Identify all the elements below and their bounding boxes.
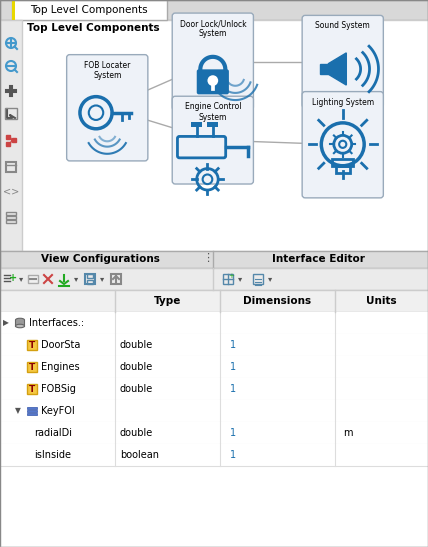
Text: Door Lock/Unlock
System: Door Lock/Unlock System	[179, 19, 246, 38]
Bar	[27, 362, 37, 372]
Bar	[0, 312, 428, 334]
Bar	[6, 162, 16, 172]
Bar	[0, 334, 428, 356]
Circle shape	[89, 106, 103, 120]
Bar	[0, 422, 428, 444]
Bar	[87, 280, 93, 284]
Bar	[12, 138, 16, 142]
Bar	[6, 142, 10, 146]
FancyBboxPatch shape	[197, 69, 229, 94]
Bar	[0, 0, 428, 20]
FancyBboxPatch shape	[172, 13, 253, 110]
Bar	[0, 378, 428, 400]
Bar	[253, 274, 263, 284]
Text: boolean: boolean	[120, 450, 159, 460]
Text: m: m	[343, 428, 353, 438]
Bar	[6, 135, 10, 139]
Text: Top Level Components: Top Level Components	[30, 5, 148, 15]
Bar	[0, 290, 428, 312]
Text: 1: 1	[230, 384, 236, 394]
Text: Engine Control
System: Engine Control System	[184, 102, 241, 121]
Circle shape	[208, 75, 218, 86]
Text: 1: 1	[230, 428, 236, 438]
Text: Units: Units	[366, 296, 397, 306]
Polygon shape	[328, 53, 346, 85]
Polygon shape	[320, 63, 328, 74]
Text: radialDi: radialDi	[34, 428, 72, 438]
Bar	[191, 122, 202, 127]
Text: <>: <>	[3, 186, 19, 196]
Text: 1: 1	[230, 362, 236, 372]
Text: ▾: ▾	[74, 275, 78, 283]
Bar	[85, 274, 95, 284]
Text: ▾: ▾	[19, 275, 23, 283]
Text: ▾: ▾	[238, 275, 242, 283]
Bar	[12, 0, 15, 20]
Bar	[0, 290, 428, 547]
Text: 1: 1	[230, 450, 236, 460]
Text: Type: Type	[154, 296, 181, 306]
Bar	[27, 407, 37, 409]
Text: ▾: ▾	[100, 275, 104, 283]
Text: double: double	[120, 340, 153, 350]
Text: Interface Editor: Interface Editor	[271, 254, 364, 265]
Text: ▾: ▾	[268, 275, 272, 283]
Ellipse shape	[15, 318, 24, 322]
Bar	[27, 340, 37, 350]
Text: +: +	[228, 273, 234, 279]
Text: T: T	[29, 363, 35, 371]
Text: double: double	[120, 384, 153, 394]
Text: T: T	[29, 340, 35, 350]
Bar	[0, 268, 428, 290]
Bar	[0, 20, 428, 251]
Text: Dimensions: Dimensions	[244, 296, 312, 306]
Text: double: double	[120, 362, 153, 372]
Bar	[87, 274, 93, 278]
Text: Lighting System: Lighting System	[312, 97, 374, 107]
FancyBboxPatch shape	[302, 15, 383, 108]
Bar	[0, 400, 428, 422]
Bar	[27, 410, 37, 412]
Text: FOBSig: FOBSig	[41, 384, 76, 394]
Text: DoorSta: DoorSta	[41, 340, 80, 350]
Text: double: double	[120, 428, 153, 438]
Text: ▶: ▶	[3, 318, 9, 328]
Bar	[6, 212, 16, 215]
Bar	[111, 274, 121, 284]
Bar	[28, 275, 38, 283]
Bar	[336, 166, 350, 173]
Ellipse shape	[15, 324, 24, 328]
FancyBboxPatch shape	[172, 96, 253, 184]
Bar	[12, 0, 167, 20]
Bar	[0, 444, 428, 466]
Text: KeyFOI: KeyFOI	[41, 406, 75, 416]
Bar	[223, 274, 233, 284]
Bar	[6, 220, 16, 223]
Text: Interfaces.:: Interfaces.:	[29, 318, 84, 328]
Text: View Configurations: View Configurations	[41, 254, 160, 265]
Bar	[0, 20, 22, 251]
Bar	[27, 413, 37, 415]
Bar	[0, 356, 428, 378]
Bar	[208, 122, 218, 127]
Text: +: +	[9, 273, 17, 283]
Text: T: T	[29, 385, 35, 393]
FancyBboxPatch shape	[67, 55, 148, 161]
Bar	[332, 159, 354, 166]
Bar	[27, 384, 37, 394]
Text: Top Level Components: Top Level Components	[27, 23, 160, 33]
Text: 1: 1	[230, 340, 236, 350]
Bar	[5, 108, 17, 119]
Text: ▼: ▼	[15, 406, 21, 416]
Text: isInside: isInside	[34, 450, 71, 460]
Text: FOB Locater
System: FOB Locater System	[84, 61, 131, 80]
Text: Engines: Engines	[41, 362, 80, 372]
Text: ⋮: ⋮	[202, 253, 214, 264]
FancyBboxPatch shape	[302, 91, 383, 198]
Bar	[15, 320, 24, 326]
Bar	[6, 216, 16, 219]
Bar	[0, 251, 428, 268]
Text: Sound System: Sound System	[315, 21, 370, 31]
